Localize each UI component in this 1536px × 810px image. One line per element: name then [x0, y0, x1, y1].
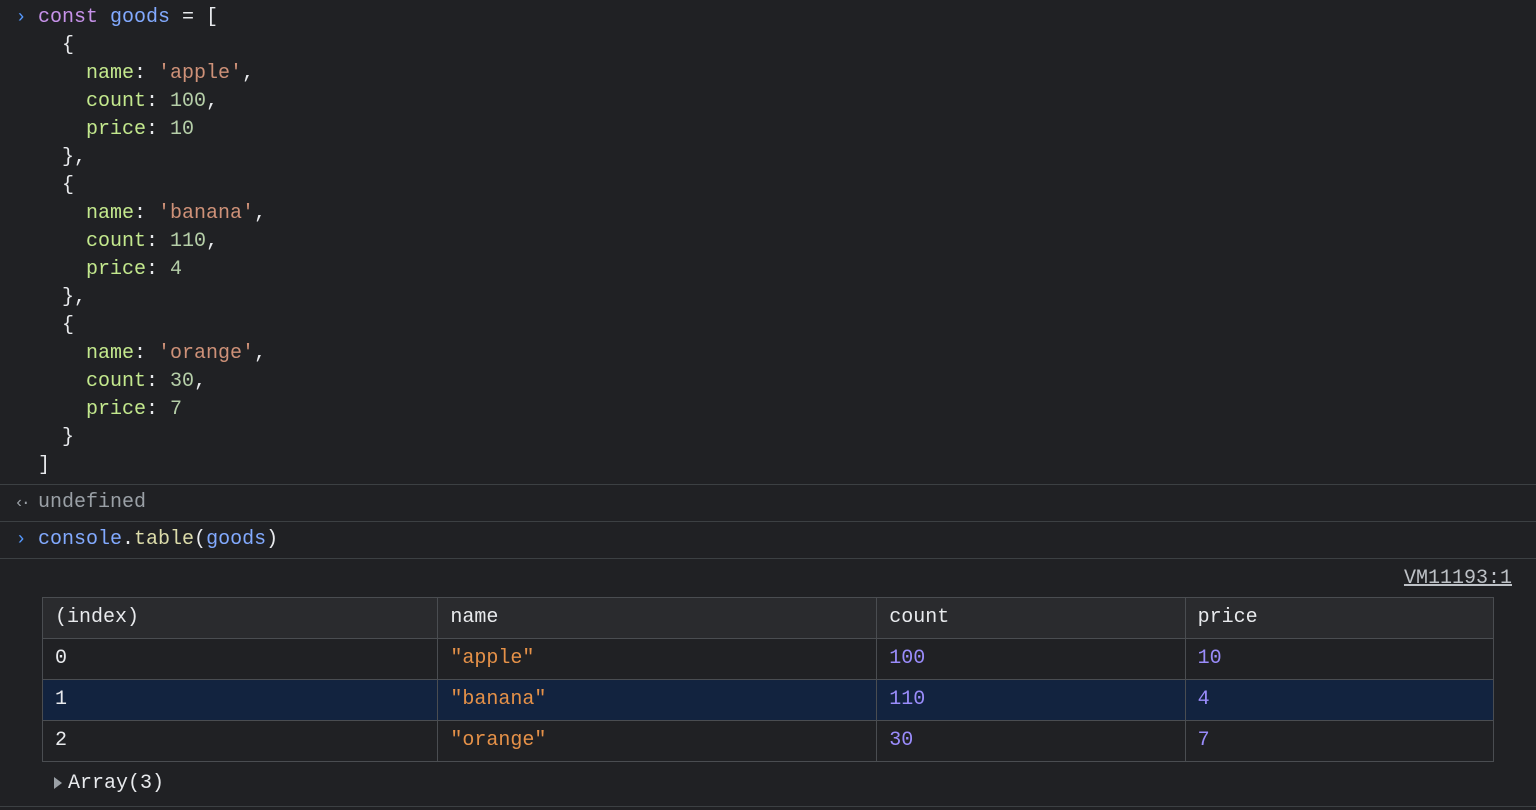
table-header[interactable]: name — [438, 598, 877, 639]
array-summary-text: Array(3) — [68, 772, 164, 795]
console-table-output: VM11193:1 (index)namecountprice 0"apple"… — [0, 559, 1536, 807]
table-cell: 7 — [1185, 721, 1493, 762]
vm-source-link[interactable]: VM11193:1 — [42, 565, 1536, 593]
expand-triangle-icon[interactable] — [54, 777, 62, 789]
table-cell: 30 — [877, 721, 1185, 762]
table-header[interactable]: count — [877, 598, 1185, 639]
table-cell: "orange" — [438, 721, 877, 762]
table-cell: 0 — [43, 639, 438, 680]
input-prompt-icon — [4, 526, 38, 553]
table-cell: 100 — [877, 639, 1185, 680]
console-output-1: undefined — [0, 485, 1536, 522]
code-block: const goods = [ { name: 'apple', count: … — [38, 4, 1536, 480]
table-row[interactable]: 2"orange"307 — [43, 721, 1494, 762]
code-line: console.table(goods) — [38, 526, 1536, 554]
table-row[interactable]: 0"apple"10010 — [43, 639, 1494, 680]
output-indicator-icon — [4, 489, 38, 516]
table-cell: 1 — [43, 680, 438, 721]
table-cell: 10 — [1185, 639, 1493, 680]
console-input-1[interactable]: const goods = [ { name: 'apple', count: … — [0, 0, 1536, 485]
table-cell: "banana" — [438, 680, 877, 721]
table-cell: 4 — [1185, 680, 1493, 721]
table-cell: "apple" — [438, 639, 877, 680]
table-cell: 2 — [43, 721, 438, 762]
table-cell: 110 — [877, 680, 1185, 721]
array-summary[interactable]: Array(3) — [42, 768, 1536, 806]
output-value: undefined — [38, 489, 1536, 517]
console-input-2[interactable]: console.table(goods) — [0, 522, 1536, 559]
input-prompt-icon — [4, 4, 38, 31]
table-header[interactable]: price — [1185, 598, 1493, 639]
output-table[interactable]: (index)namecountprice 0"apple"100101"ban… — [42, 597, 1494, 762]
table-row[interactable]: 1"banana"1104 — [43, 680, 1494, 721]
table-header[interactable]: (index) — [43, 598, 438, 639]
